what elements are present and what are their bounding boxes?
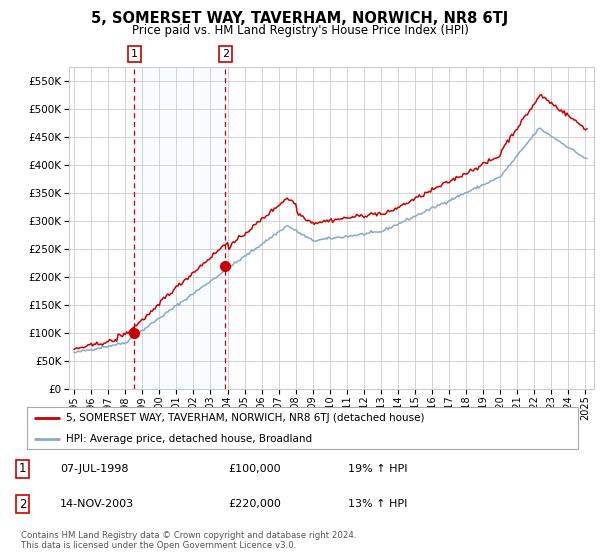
Text: 5, SOMERSET WAY, TAVERHAM, NORWICH, NR8 6TJ (detached house): 5, SOMERSET WAY, TAVERHAM, NORWICH, NR8 … — [66, 413, 424, 423]
Text: HPI: Average price, detached house, Broadland: HPI: Average price, detached house, Broa… — [66, 434, 312, 444]
Text: 1: 1 — [19, 463, 26, 475]
Text: 1: 1 — [131, 49, 137, 59]
FancyBboxPatch shape — [27, 407, 578, 449]
Text: 5, SOMERSET WAY, TAVERHAM, NORWICH, NR8 6TJ: 5, SOMERSET WAY, TAVERHAM, NORWICH, NR8 … — [91, 11, 509, 26]
Text: £100,000: £100,000 — [228, 464, 281, 474]
Text: Contains HM Land Registry data © Crown copyright and database right 2024.
This d: Contains HM Land Registry data © Crown c… — [21, 531, 356, 550]
Text: 14-NOV-2003: 14-NOV-2003 — [60, 499, 134, 509]
Bar — [134, 67, 226, 389]
Text: 13% ↑ HPI: 13% ↑ HPI — [348, 499, 407, 509]
Text: 2: 2 — [222, 49, 229, 59]
Text: Price paid vs. HM Land Registry's House Price Index (HPI): Price paid vs. HM Land Registry's House … — [131, 24, 469, 36]
Text: £220,000: £220,000 — [228, 499, 281, 509]
Text: 07-JUL-1998: 07-JUL-1998 — [60, 464, 128, 474]
Text: 2: 2 — [19, 497, 26, 511]
Text: 19% ↑ HPI: 19% ↑ HPI — [348, 464, 407, 474]
